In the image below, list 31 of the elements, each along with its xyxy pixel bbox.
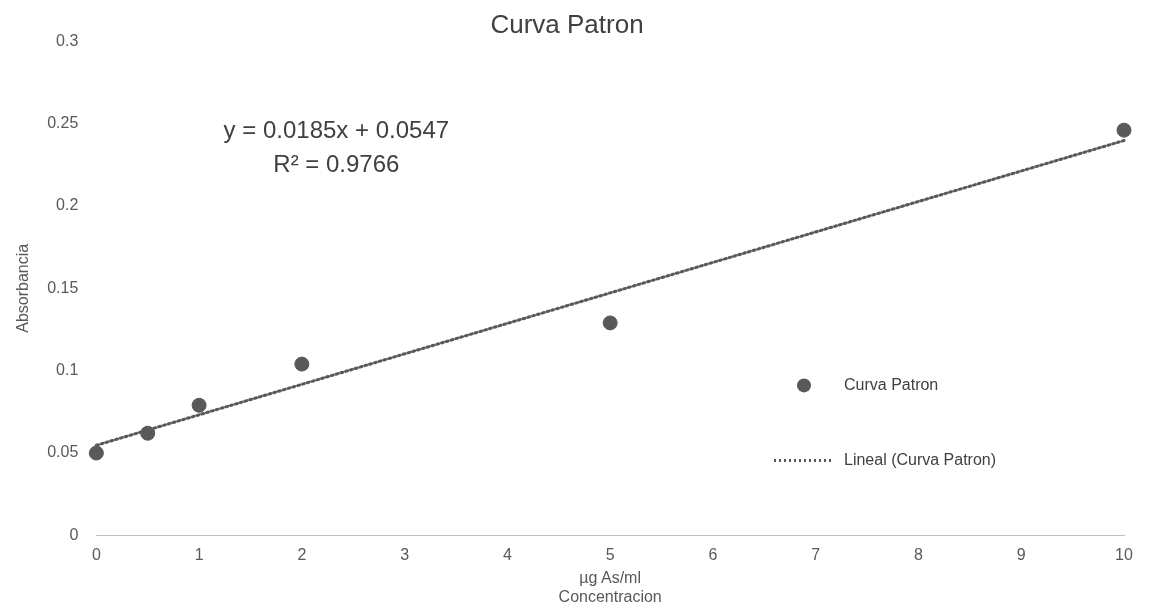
point — [191, 397, 207, 413]
y-tick-label: 0 — [69, 525, 79, 543]
y-axis-title: Absorbancia — [14, 243, 32, 333]
x-tick-label: 6 — [708, 546, 718, 564]
x-tick-label: 8 — [914, 546, 924, 564]
x-tick-label: 0 — [91, 546, 101, 564]
x-tick-label: 1 — [194, 546, 204, 564]
x-tick-label: 3 — [400, 546, 410, 564]
y-tick-label: 0.05 — [47, 443, 79, 461]
x-tick-label: 2 — [297, 546, 307, 564]
point — [140, 425, 156, 441]
legend-label: Curva Patron — [844, 375, 939, 393]
point — [88, 445, 104, 461]
chart-title: Curva Patron — [490, 8, 644, 39]
point — [602, 315, 618, 331]
y-tick-label: 0.2 — [56, 196, 79, 214]
y-tick-label: 0.1 — [56, 361, 79, 379]
x-tick-label: 7 — [811, 546, 821, 564]
annotation: R² = 0.9766 — [273, 149, 400, 177]
x-tick-label: 5 — [605, 546, 615, 564]
y-tick-label: 0.15 — [47, 278, 79, 296]
x-tick-label: 9 — [1016, 546, 1026, 564]
annotation: y = 0.0185x + 0.0547 — [223, 115, 450, 143]
y-tick-label: 0.3 — [56, 31, 79, 49]
point — [1116, 122, 1132, 138]
point — [294, 356, 310, 372]
x-axis-title: µg As/ml Concentracion — [558, 568, 662, 605]
x-tick-label: 4 — [502, 546, 512, 564]
legend-label: Lineal (Curva Patron) — [844, 450, 997, 468]
y-tick-label: 0.25 — [47, 113, 79, 131]
x-tick-label: 10 — [1115, 546, 1133, 564]
